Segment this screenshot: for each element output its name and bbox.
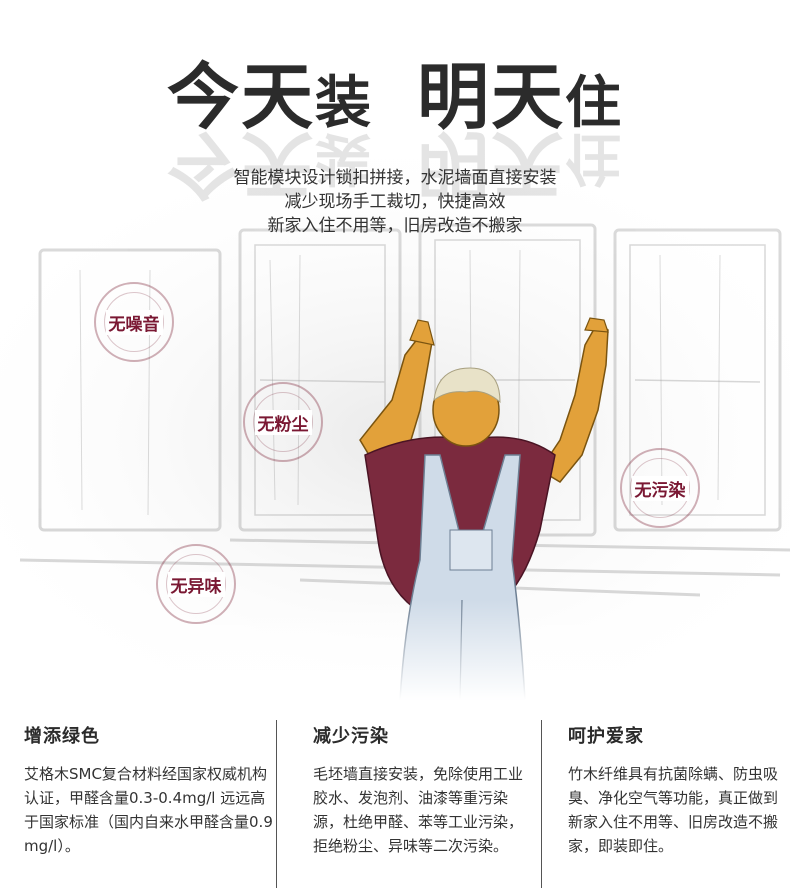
badge-no-noise: 无噪音 — [94, 282, 174, 362]
badge-label: 无异味 — [167, 571, 225, 597]
feature-title: 减少污染 — [313, 726, 389, 747]
worker-installing-wall-panels-illustration — [0, 0, 790, 700]
badge-label: 无粉尘 — [254, 409, 312, 435]
feature-care-home: 呵护爱家 竹木纤维具有抗菌除螨、防虫吸臭、净化空气等功能，真正做到新家入住不用等… — [568, 722, 783, 858]
subtitle-line: 新家入住不用等，旧房改造不搬家 — [267, 216, 523, 236]
feature-less-pollution: 减少污染 毛坯墙直接安装，免除使用工业胶水、发泡剂、油漆等重污染源，杜绝甲醛、苯… — [313, 722, 525, 858]
feature-title: 呵护爱家 — [568, 726, 644, 747]
headline: 今天装 明天住 — [0, 38, 790, 143]
badge-label: 无噪音 — [105, 309, 163, 335]
feature-body: 竹木纤维具有抗菌除螨、防虫吸臭、净化空气等功能，真正做到新家入住不用等、旧房改造… — [568, 765, 779, 855]
subtitle-line: 减少现场手工裁切，快捷高效 — [284, 192, 506, 212]
headline-part1-suffix: 装 — [315, 71, 373, 136]
badge-no-dust: 无粉尘 — [243, 382, 323, 462]
badge-no-odor: 无异味 — [156, 544, 236, 624]
hero-subtitle: 智能模块设计锁扣拼接，水泥墙面直接安装 减少现场手工裁切，快捷高效 新家入住不用… — [0, 166, 790, 238]
badge-label: 无污染 — [631, 475, 689, 501]
divider — [276, 720, 277, 888]
feature-title: 增添绿色 — [24, 726, 100, 747]
headline-part1: 今天 — [166, 55, 315, 139]
feature-body: 艾格木SMC复合材料经国家权威机构认证，甲醛含量0.3-0.4mg/l 远远高于… — [24, 765, 273, 855]
subtitle-line: 智能模块设计锁扣拼接，水泥墙面直接安装 — [233, 168, 557, 188]
headline-part2: 明天 — [417, 55, 566, 139]
divider — [541, 720, 542, 888]
headline-part2-suffix: 住 — [565, 71, 624, 136]
feature-green: 增添绿色 艾格木SMC复合材料经国家权威机构认证，甲醛含量0.3-0.4mg/l… — [24, 722, 274, 858]
features-section: 增添绿色 艾格木SMC复合材料经国家权威机构认证，甲醛含量0.3-0.4mg/l… — [0, 710, 790, 896]
badge-no-pollution: 无污染 — [620, 448, 700, 528]
feature-body: 毛坯墙直接安装，免除使用工业胶水、发泡剂、油漆等重污染源，杜绝甲醛、苯等工业污染… — [313, 765, 524, 855]
